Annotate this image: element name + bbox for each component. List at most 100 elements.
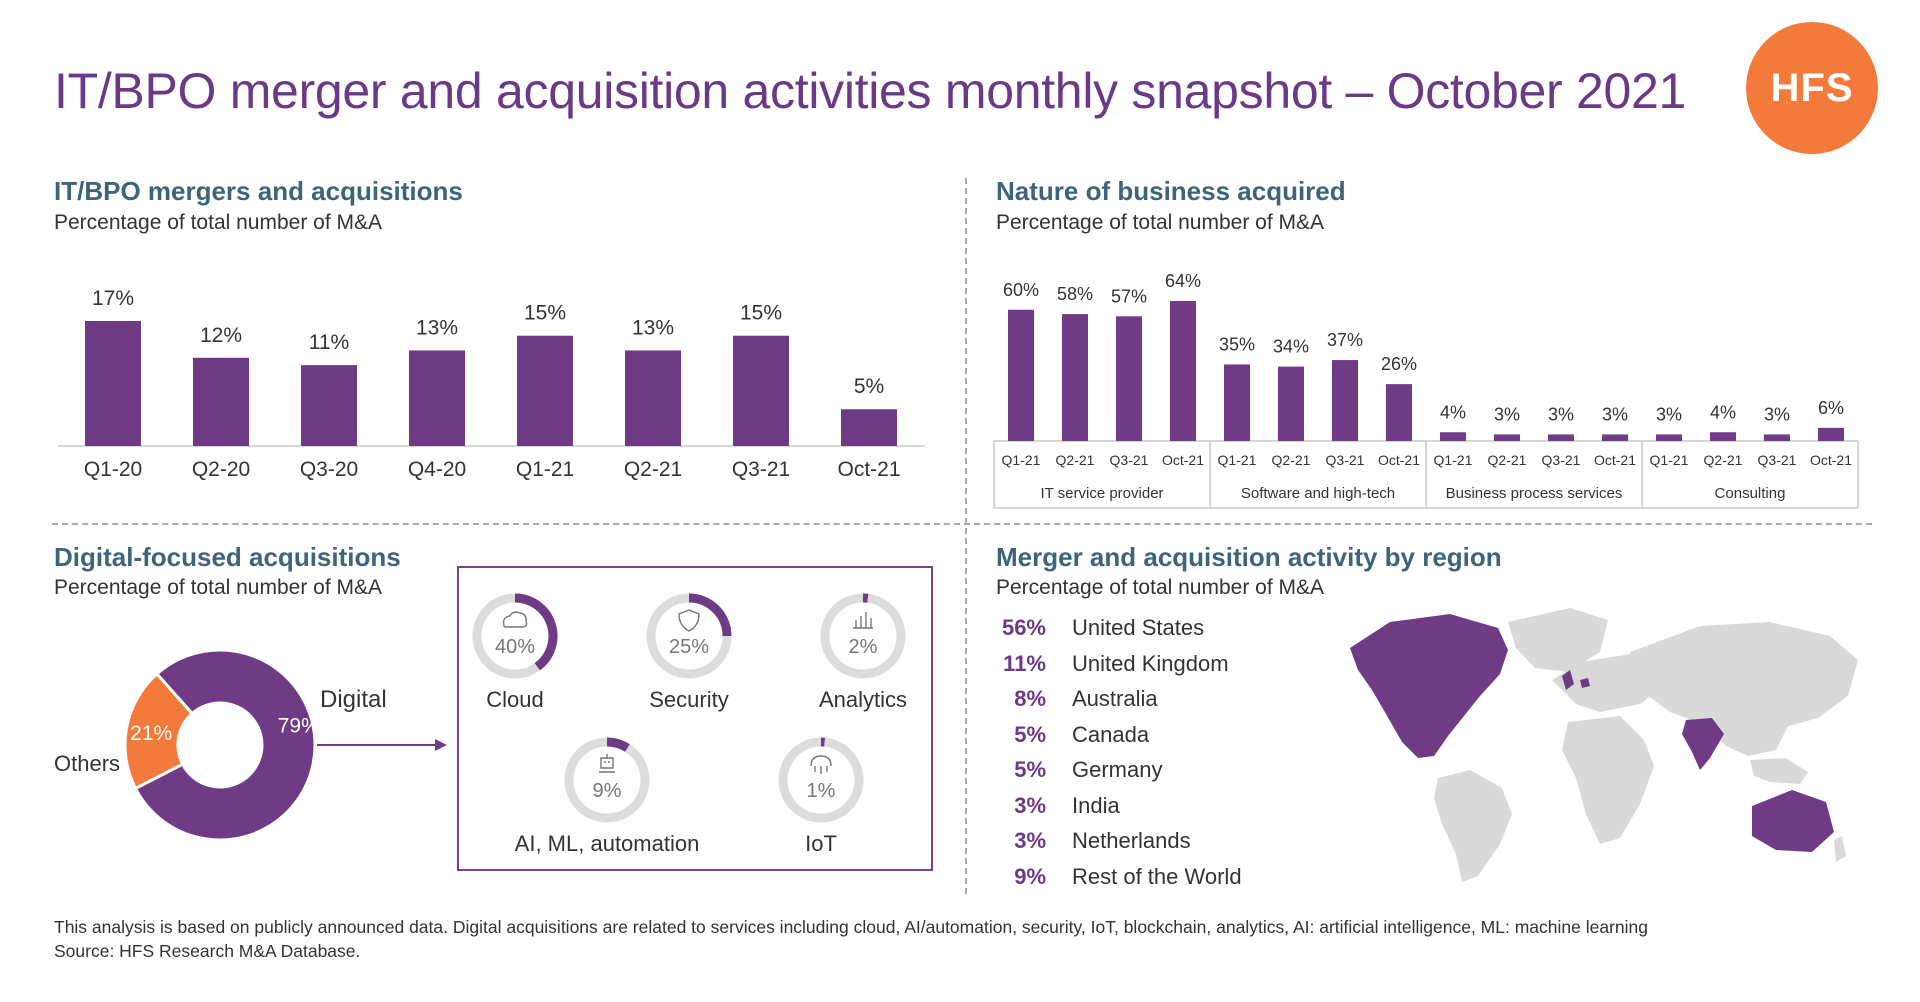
data-label: 58% (1057, 284, 1093, 304)
ring-fill (514, 593, 558, 671)
bar (1062, 314, 1088, 441)
bar (1386, 384, 1412, 441)
data-label: 57% (1111, 286, 1147, 306)
map-greenland (1508, 608, 1608, 672)
region-row: 11% United Kingdom (996, 651, 1228, 681)
ma-bar-chart: 17% Q1-20 12% Q2-20 11% Q3-20 13% Q4-20 15% Q1-21… (58, 287, 925, 481)
donut-label-others: Others (54, 751, 120, 776)
bar (85, 321, 141, 446)
region-percentage: 56% (1001, 615, 1046, 640)
donut-slice-digital (133, 648, 317, 842)
tick-label: Q2-21 (1056, 452, 1095, 468)
data-label: 3% (1656, 404, 1682, 424)
tick-label: Q1-21 (1218, 452, 1257, 468)
bar (1278, 366, 1304, 441)
data-label: 15% (740, 302, 782, 325)
data-label: 60% (1003, 280, 1039, 300)
iot-icon (810, 755, 832, 774)
tick-label: Q2-20 (192, 458, 250, 481)
region-row: 5% Canada (996, 722, 1149, 752)
tick-label: Q1-21 (1434, 452, 1473, 468)
region-name: United States (1072, 615, 1205, 640)
map-uk (1562, 670, 1574, 690)
region-section-title: Merger and acquisition activity by regio… (996, 542, 1502, 572)
nature-bar-chart: 60% Q1-21 58% Q2-21 57% Q3-21 64% Oct-21 IT serv… (993, 271, 1859, 509)
data-label: 15% (524, 302, 566, 325)
iot-shape (810, 755, 832, 774)
map-netherlands (1580, 678, 1590, 688)
tick-label: Q3-20 (300, 458, 358, 481)
data-label: 34% (1273, 337, 1309, 357)
bar (1224, 364, 1250, 441)
region-percentage: 9% (1014, 863, 1046, 889)
data-label: 26% (1381, 354, 1417, 374)
map-north-america (1350, 614, 1508, 758)
ring-label: Security (649, 687, 728, 712)
tick-label: Q4-20 (408, 458, 466, 481)
data-label: 17% (92, 287, 134, 310)
ring-label: AI, ML, automation (515, 831, 700, 856)
data-label: 13% (632, 316, 674, 339)
bar (733, 335, 789, 446)
bar (301, 365, 357, 446)
bar (1818, 427, 1844, 441)
ring-value: 1% (807, 780, 836, 802)
map-south-america (1434, 770, 1512, 882)
map-europe (1552, 654, 1664, 712)
region-percentage: 8% (1014, 686, 1046, 711)
tick-label: Oct-21 (837, 458, 900, 481)
tick-label: Q3-21 (1542, 452, 1581, 468)
region-row: 56% United States (996, 615, 1204, 645)
group-label: IT service provider (1040, 485, 1163, 502)
tick-label: Q3-21 (732, 458, 790, 481)
shield-icon (678, 609, 700, 632)
bar (1170, 301, 1196, 441)
tick-label: Q1-21 (516, 458, 574, 481)
map-asia (1630, 622, 1858, 756)
region-name: Germany (1072, 757, 1163, 782)
tick-label: Oct-21 (1162, 452, 1204, 468)
page-title: IT/BPO merger and acquisition activities… (54, 63, 1687, 119)
ring-value: 9% (593, 780, 622, 802)
ma-section-title: IT/BPO mergers and acquisitions (54, 176, 463, 206)
data-label: 3% (1764, 404, 1790, 424)
tick-label: Q2-21 (624, 458, 682, 481)
bars-shape (853, 612, 873, 629)
digital-donut-chart: 79% 21% Digital Others (54, 648, 447, 842)
tick-label: Q3-21 (1758, 452, 1797, 468)
robot-icon (599, 754, 615, 773)
digital-section-subtitle: Percentage of total number of M&A (54, 576, 383, 599)
region-name: Rest of the World (1072, 863, 1242, 889)
data-label: 35% (1219, 334, 1255, 354)
map-india (1682, 718, 1724, 770)
robot-shape (599, 754, 615, 773)
vertical-divider (965, 178, 967, 894)
donut-label-digital: Digital (320, 686, 387, 713)
bar (1440, 432, 1466, 441)
tick-label: Q2-21 (1272, 452, 1311, 468)
bar (1008, 309, 1034, 441)
nature-section-title: Nature of business acquired (996, 176, 1346, 206)
bar (409, 350, 465, 446)
data-label: 5% (854, 375, 884, 398)
footnote-source: Source: HFS Research M&A Database. (54, 941, 361, 961)
tick-label: Q1-21 (1002, 452, 1041, 468)
ring-value: 25% (669, 636, 709, 658)
region-name: Netherlands (1072, 828, 1191, 853)
data-label: 37% (1327, 330, 1363, 350)
ring-value: 2% (849, 636, 878, 658)
data-label: 12% (200, 324, 242, 347)
tick-label: Q2-21 (1704, 452, 1743, 468)
bar (841, 409, 897, 446)
region-row: 5% Germany (996, 757, 1162, 787)
ring-fill (688, 593, 732, 637)
cloud-shape (502, 611, 528, 628)
region-name: Australia (1072, 686, 1158, 711)
bar (517, 335, 573, 446)
bar (1764, 434, 1790, 441)
ring-value: 40% (495, 636, 535, 658)
region-section-subtitle: Percentage of total number of M&A (996, 576, 1325, 599)
digital-breakdown-rings: 40% Cloud 25% Security 2% Analytics 9% AI, ML, … (472, 593, 907, 856)
bar (1710, 432, 1736, 441)
bar (625, 350, 681, 446)
